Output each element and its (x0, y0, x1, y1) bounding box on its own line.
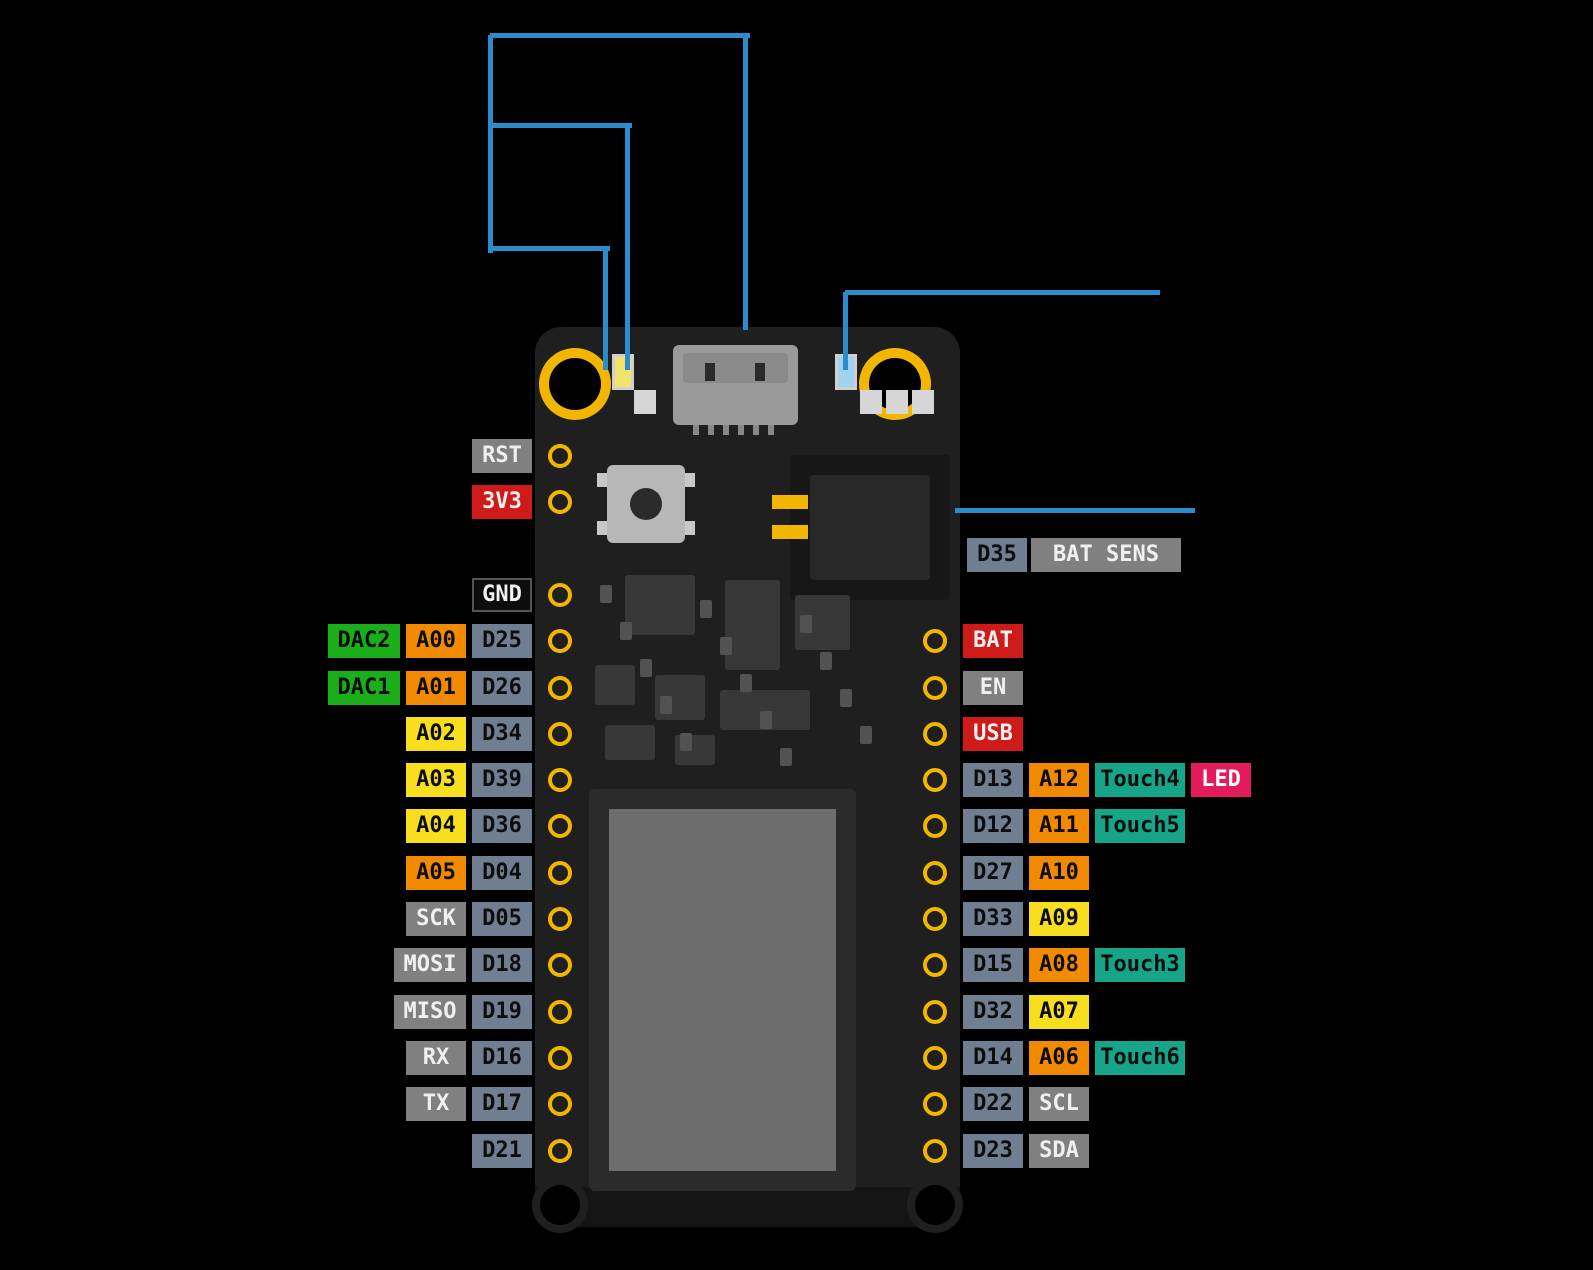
pin-label-BAT: BAT (963, 624, 1023, 658)
pin-label-3V3: 3V3 (472, 485, 532, 519)
pin-label-SDA: SDA (1029, 1134, 1089, 1168)
board-bottom-edge (535, 1187, 960, 1227)
pin-label-SCL: SCL (1029, 1087, 1089, 1121)
mounting-hole-2 (540, 1185, 580, 1225)
usb-shield (683, 353, 788, 383)
pin-label-A03: A03 (406, 763, 466, 797)
pin-label-A10: A10 (1029, 856, 1089, 890)
pin-label-D18: D18 (472, 948, 532, 982)
pin-label-D39: D39 (472, 763, 532, 797)
pin-label-D14: D14 (963, 1041, 1023, 1075)
pin-label-D17: D17 (472, 1087, 532, 1121)
pin-label-SCK: SCK (406, 902, 466, 936)
pin-label-A01: A01 (406, 671, 466, 705)
pin-label-D25: D25 (472, 624, 532, 658)
pin-label-RX: RX (406, 1041, 466, 1075)
pin-label-A08: A08 (1029, 948, 1089, 982)
pin-label-A07: A07 (1029, 995, 1089, 1029)
bat-sens-label: D35 (967, 538, 1027, 572)
pin-label-D05: D05 (472, 902, 532, 936)
pad-3 (912, 390, 934, 414)
pin-label-D27: D27 (963, 856, 1023, 890)
pin-label-Touch5: Touch5 (1095, 809, 1185, 843)
pin-label-GND: GND (472, 578, 532, 612)
pin-label-D04: D04 (472, 856, 532, 890)
pin-label-Touch3: Touch3 (1095, 948, 1185, 982)
pin-label-D32: D32 (963, 995, 1023, 1029)
pin-label-D12: D12 (963, 809, 1023, 843)
pin-label-LED: LED (1191, 763, 1251, 797)
pin-label-MOSI: MOSI (394, 948, 466, 982)
pin-label-D15: D15 (963, 948, 1023, 982)
pin-label-D23: D23 (963, 1134, 1023, 1168)
pin-label-D13: D13 (963, 763, 1023, 797)
pad-2 (886, 390, 908, 414)
mounting-hole-3 (915, 1185, 955, 1225)
pin-label-D33: D33 (963, 902, 1023, 936)
pin-label-D22: D22 (963, 1087, 1023, 1121)
pin-label-D36: D36 (472, 809, 532, 843)
reset-button-stem (630, 488, 662, 520)
pin-label-Touch6: Touch6 (1095, 1041, 1185, 1075)
pin-label-A04: A04 (406, 809, 466, 843)
pin-label-TX: TX (406, 1087, 466, 1121)
pin-label-MISO: MISO (394, 995, 466, 1029)
pin-label-A05: A05 (406, 856, 466, 890)
pad-1 (860, 390, 882, 414)
usb-slot2 (755, 363, 765, 381)
pad-0 (634, 390, 656, 414)
pin-label-A00: A00 (406, 624, 466, 658)
pin-label-A11: A11 (1029, 809, 1089, 843)
pin-label-A12: A12 (1029, 763, 1089, 797)
pin-label-A09: A09 (1029, 902, 1089, 936)
pin-label-Touch4: Touch4 (1095, 763, 1185, 797)
pin-label-D16: D16 (472, 1041, 532, 1075)
screen-glass (609, 809, 836, 1171)
pin-label-D34: D34 (472, 717, 532, 751)
usb-slot1 (705, 363, 715, 381)
mounting-hole-0 (549, 358, 601, 410)
pin-label-A06: A06 (1029, 1041, 1089, 1075)
pin-label-USB: USB (963, 717, 1023, 751)
pin-label-A02: A02 (406, 717, 466, 751)
bat-sens-label: BAT SENS (1031, 538, 1181, 572)
pin-label-RST: RST (472, 439, 532, 473)
pin-label-EN: EN (963, 671, 1023, 705)
pin-label-D26: D26 (472, 671, 532, 705)
pin-label-D19: D19 (472, 995, 532, 1029)
pin-label-DAC1: DAC1 (328, 671, 400, 705)
pin-label-DAC2: DAC2 (328, 624, 400, 658)
pin-label-D21: D21 (472, 1134, 532, 1168)
